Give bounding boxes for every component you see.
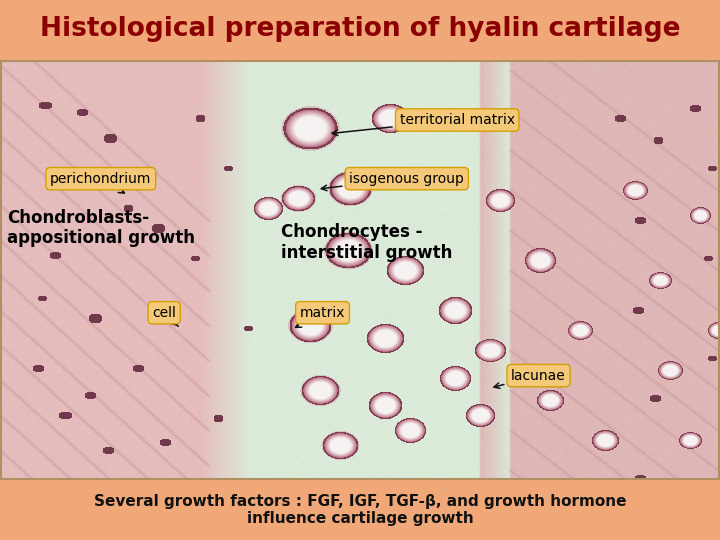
Text: Chondroblasts-
appositional growth: Chondroblasts- appositional growth: [7, 208, 195, 247]
Text: isogenous group: isogenous group: [321, 172, 464, 191]
Text: cell: cell: [152, 306, 179, 326]
Text: Histological preparation of hyalin cartilage: Histological preparation of hyalin carti…: [40, 16, 680, 42]
Text: lacunae: lacunae: [494, 369, 566, 388]
Text: perichondrium: perichondrium: [50, 172, 151, 193]
Text: Several growth factors : FGF, IGF, TGF-β, and growth hormone
influence cartilage: Several growth factors : FGF, IGF, TGF-β…: [94, 494, 626, 526]
Text: territorial matrix: territorial matrix: [332, 113, 515, 136]
Text: Chondrocytes -
interstitial growth: Chondrocytes - interstitial growth: [281, 224, 452, 262]
Text: matrix: matrix: [295, 306, 346, 327]
